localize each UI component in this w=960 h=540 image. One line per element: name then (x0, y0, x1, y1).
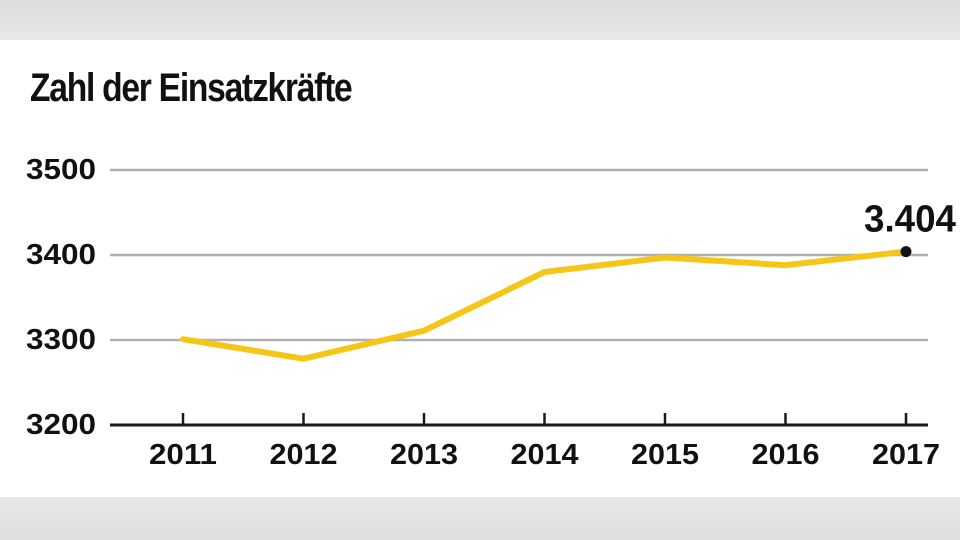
y-tick-label-3500: 3500 (26, 154, 96, 186)
x-tick-label-2013: 2013 (390, 439, 458, 471)
series-line-0 (180, 248, 909, 362)
annotations: 3.404 (864, 199, 956, 258)
x-tick-label-2016: 2016 (752, 439, 820, 471)
x-axis (110, 413, 928, 427)
x-tick-label-2017: 2017 (872, 439, 940, 471)
gridlines (110, 168, 928, 342)
annotation-point (900, 246, 912, 258)
y-tick-label-3200: 3200 (26, 409, 96, 441)
series (180, 248, 909, 362)
x-axis-tick-labels: 2011 2012 2013 2014 2015 2016 2017 (149, 439, 940, 471)
x-tick-label-2012: 2012 (270, 439, 338, 471)
x-tick-label-2015: 2015 (631, 439, 699, 471)
y-tick-label-3300: 3300 (26, 324, 96, 356)
x-tick-label-2011: 2011 (149, 439, 217, 471)
y-axis-tick-labels: 3200 3300 3400 3500 (26, 154, 96, 441)
y-tick-label-3400: 3400 (26, 239, 96, 271)
chart-title: Zahl der Einsatzkräfte (30, 66, 353, 110)
x-tick-label-2014: 2014 (511, 439, 579, 471)
annotation-label: 3.404 (864, 199, 956, 241)
chart-card (0, 40, 960, 497)
